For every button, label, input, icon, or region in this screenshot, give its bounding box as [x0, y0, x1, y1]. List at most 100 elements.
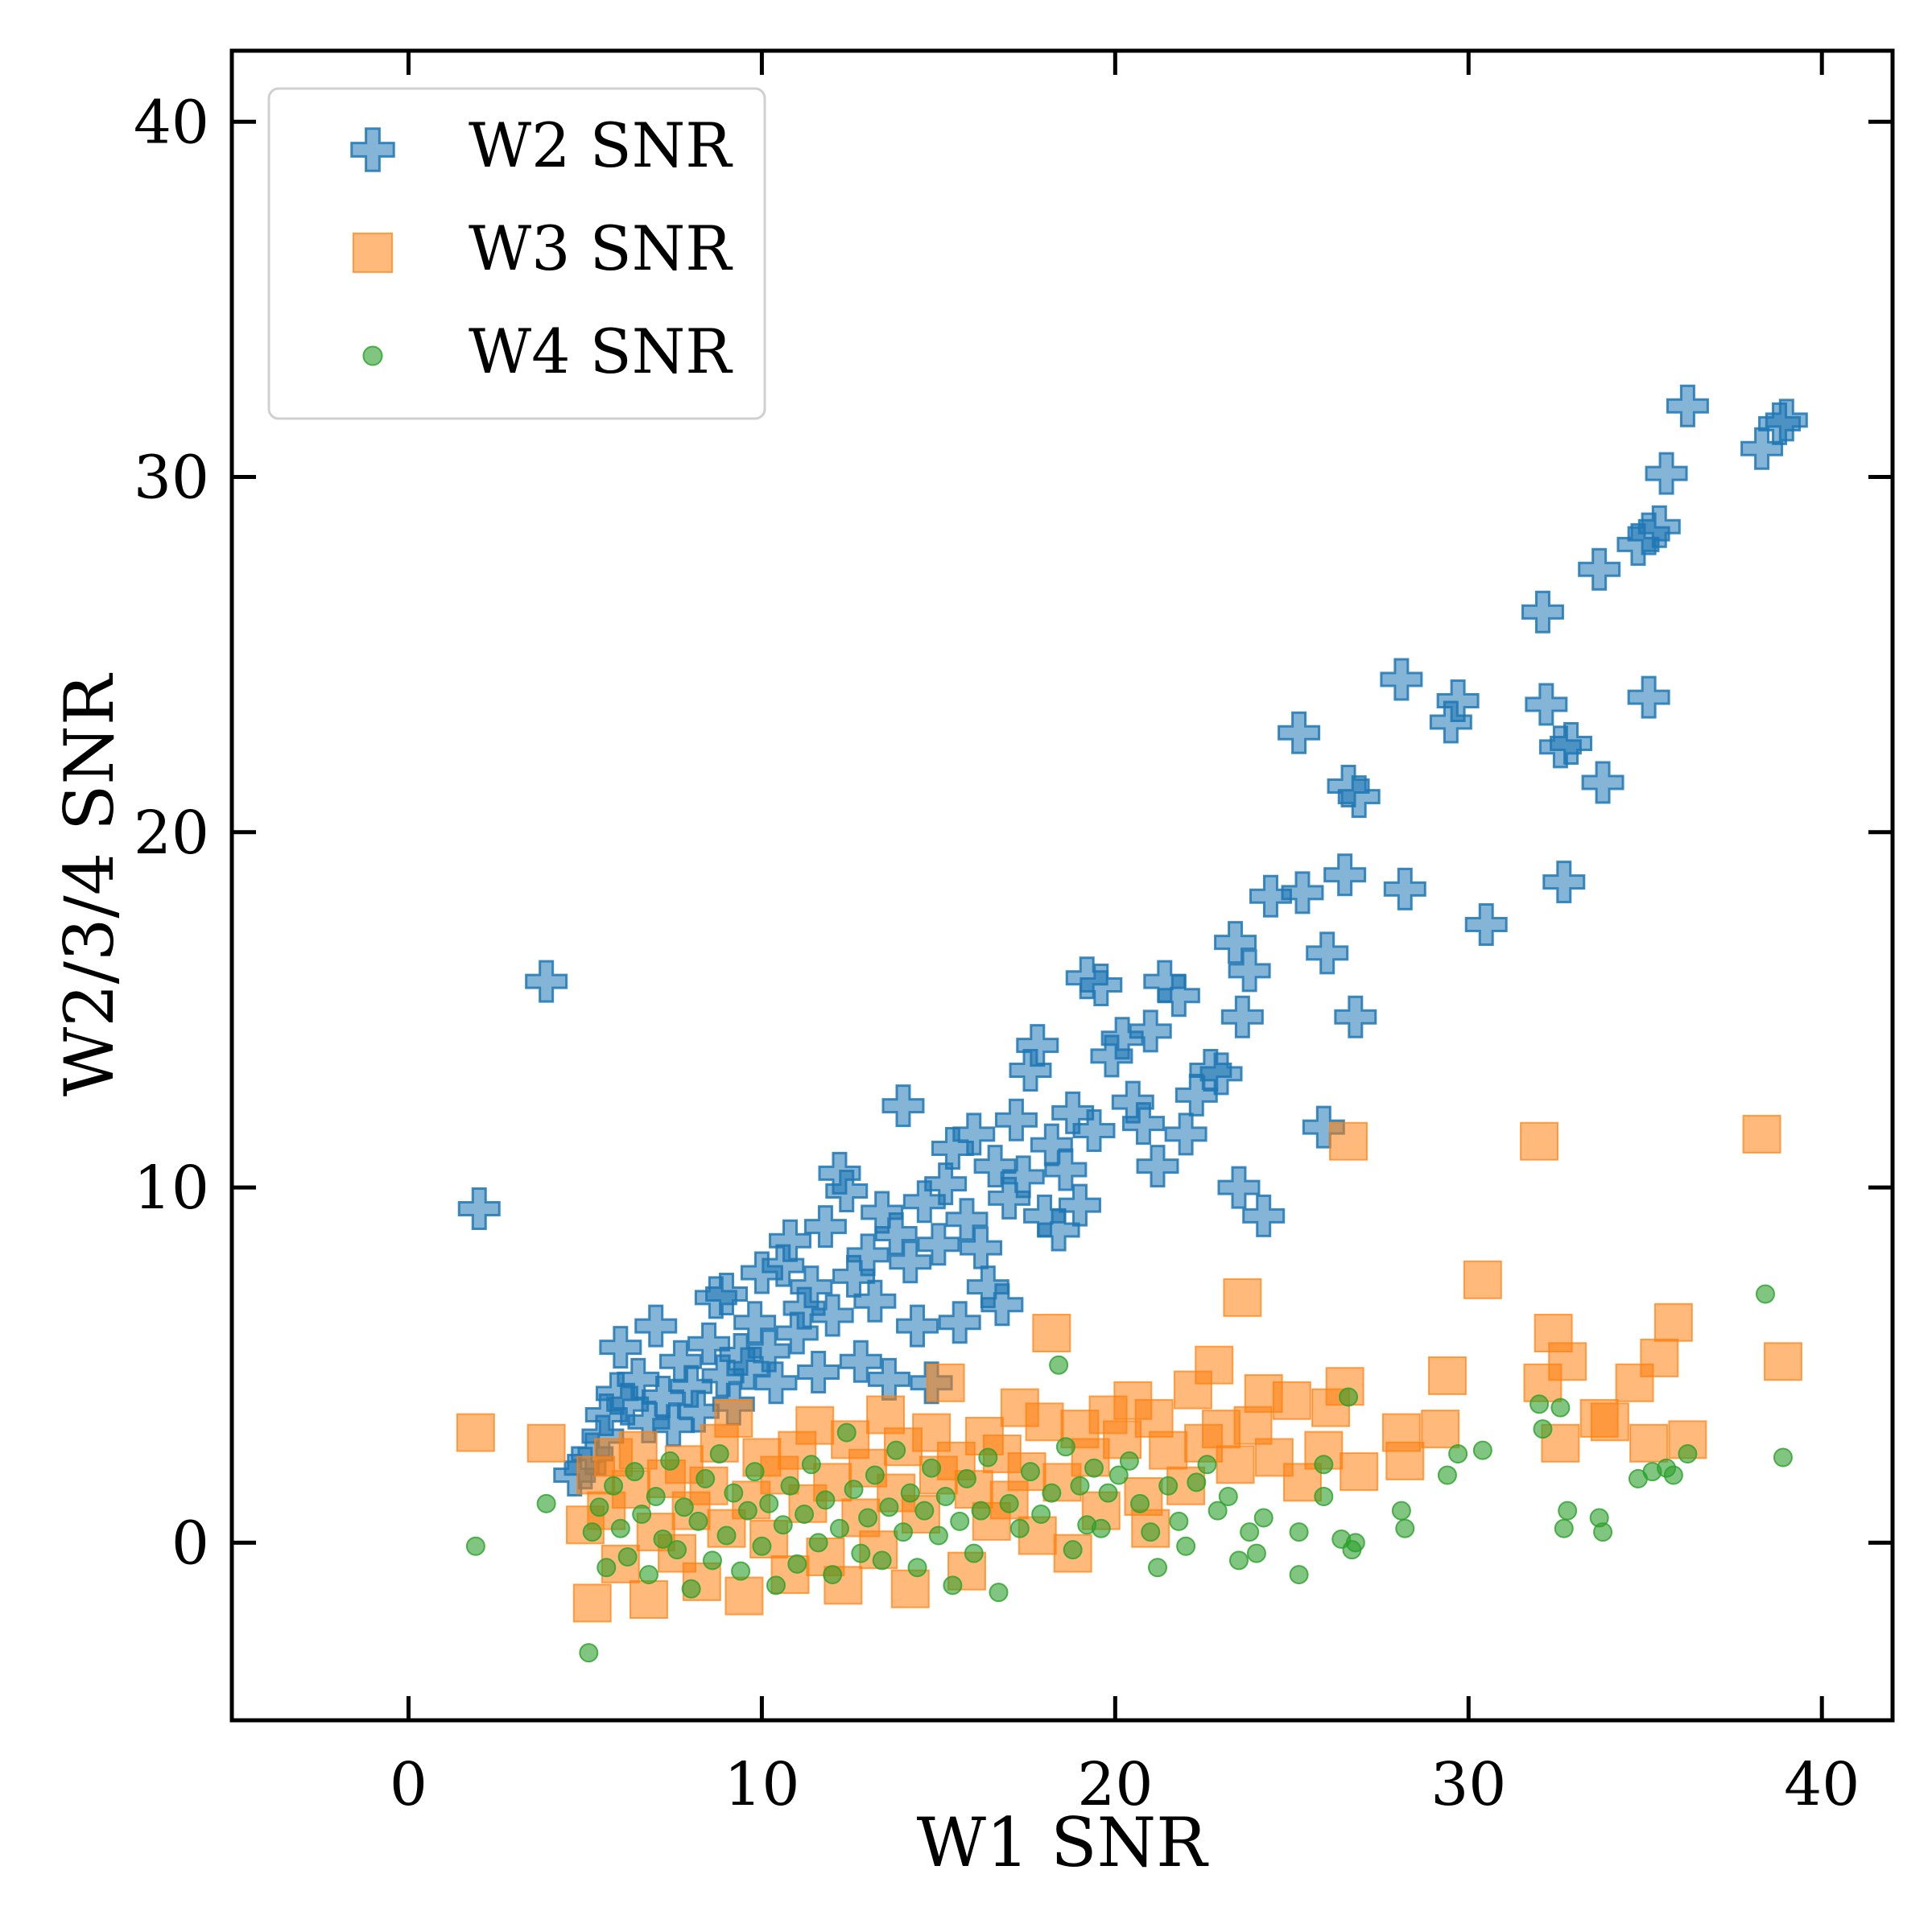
data-point: [922, 1458, 942, 1478]
data-point: [1314, 1486, 1334, 1506]
x-tick-label: 0: [390, 1750, 427, 1819]
data-point: [1009, 1518, 1030, 1538]
data-point: [1233, 1406, 1273, 1445]
data-point: [1755, 1284, 1775, 1304]
data-point: [1558, 1501, 1578, 1521]
data-point: [844, 1480, 864, 1500]
data-point: [705, 1272, 749, 1315]
data-point: [1176, 1536, 1196, 1556]
legend-markers: [350, 127, 395, 366]
data-point: [1249, 874, 1292, 918]
data-point: [1421, 1410, 1460, 1449]
data-point: [1306, 931, 1349, 975]
data-point: [952, 1113, 996, 1156]
data-point: [851, 1543, 871, 1563]
data-point: [935, 1486, 956, 1506]
data-point: [696, 1468, 716, 1488]
data-point: [1108, 1465, 1129, 1485]
data-point: [1427, 1356, 1467, 1395]
data-point: [1653, 1302, 1693, 1342]
data-point: [797, 1351, 840, 1394]
data-point: [1281, 871, 1324, 914]
data-point: [1228, 1550, 1249, 1571]
data-point: [1197, 1455, 1217, 1475]
data-point: [1214, 921, 1257, 964]
data-point: [829, 1518, 849, 1538]
data-point: [999, 1493, 1019, 1513]
data-point: [1637, 505, 1681, 548]
data-point: [780, 1476, 800, 1496]
data-point: [660, 1451, 680, 1471]
data-point: [1218, 1486, 1238, 1506]
data-point: [599, 1326, 642, 1369]
data-point: [945, 1198, 989, 1241]
data-point: [787, 1554, 807, 1574]
legend: W2 SNR W3 SNR W4 SNR: [267, 87, 766, 420]
data-point: [724, 1576, 764, 1616]
data-point: [526, 1423, 566, 1463]
data-point: [604, 1476, 624, 1496]
data-point: [881, 1084, 925, 1128]
data-point: [1380, 658, 1423, 701]
data-point: [964, 1543, 984, 1563]
data-point: [457, 1187, 501, 1231]
data-point: [1773, 1447, 1793, 1468]
data-point: [978, 1447, 998, 1468]
data-point: [801, 1455, 821, 1475]
data-point: [865, 1465, 885, 1485]
data-point: [973, 1145, 1017, 1188]
data-point: [681, 1579, 701, 1599]
data-point: [1436, 679, 1480, 723]
data-point: [1521, 590, 1564, 634]
x-tick-label: 40: [1784, 1750, 1860, 1819]
data-point: [1334, 995, 1377, 1038]
x-tick-label: 10: [724, 1750, 799, 1819]
data-point: [1463, 1260, 1502, 1299]
data-point: [872, 1550, 892, 1571]
data-point: [465, 1536, 485, 1556]
data-point: [1590, 1402, 1629, 1442]
data-point: [1149, 1430, 1188, 1470]
data-point: [1323, 853, 1367, 897]
data-point: [1217, 1166, 1261, 1209]
data-point: [795, 1505, 815, 1525]
legend-marker-w3: [352, 232, 394, 274]
data-point: [886, 1440, 906, 1460]
y-tick-label: 30: [134, 444, 209, 513]
data-point: [1070, 1476, 1090, 1496]
data-point: [1100, 1017, 1144, 1060]
data-point: [1289, 1522, 1309, 1542]
data-point: [1663, 1465, 1683, 1485]
data-point: [737, 1501, 758, 1521]
data-point: [971, 1501, 991, 1521]
y-tick-label: 10: [134, 1154, 209, 1223]
data-point: [839, 1340, 882, 1383]
data-point: [1016, 1024, 1059, 1067]
data-point: [956, 1468, 976, 1488]
data-point: [625, 1462, 645, 1482]
data-point: [1629, 1423, 1669, 1463]
data-point: [1208, 1501, 1228, 1521]
data-point: [1187, 1472, 1207, 1492]
legend-frame: [267, 87, 766, 420]
legend-label-w2: W2 SNR: [469, 109, 733, 181]
data-point: [1339, 1387, 1359, 1407]
legend-marker-w4: [362, 345, 383, 366]
data-point: [1025, 1402, 1064, 1442]
data-point: [610, 1518, 630, 1538]
data-point: [702, 1550, 722, 1571]
data-point: [1385, 1441, 1425, 1480]
data-point: [1055, 1437, 1075, 1457]
data-point: [811, 1294, 854, 1337]
data-point: [1448, 1444, 1468, 1464]
data-point: [795, 1406, 835, 1445]
data-point: [1278, 711, 1321, 754]
data-point: [989, 1583, 1009, 1603]
data-point: [1533, 1419, 1553, 1439]
x-tick-label: 30: [1430, 1750, 1506, 1819]
data-point: [1550, 1397, 1571, 1418]
data-point: [709, 1444, 729, 1464]
legend-marker-w2: [350, 127, 395, 172]
data-point: [846, 1233, 890, 1277]
data-point: [926, 1363, 965, 1402]
